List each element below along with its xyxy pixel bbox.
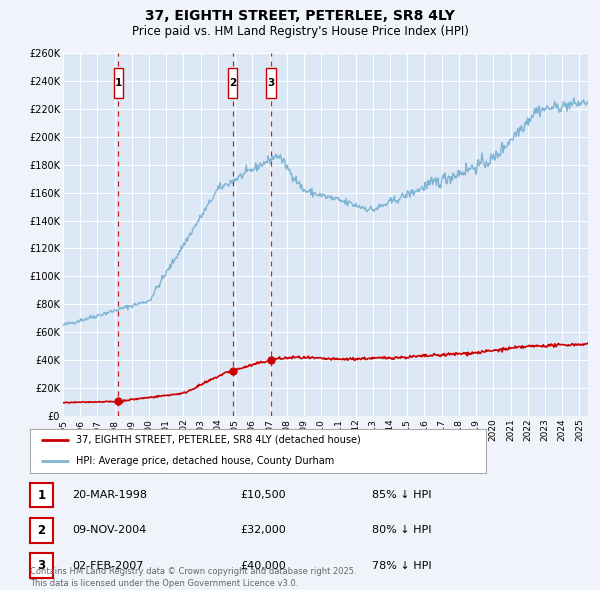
Text: 3: 3 — [37, 559, 46, 572]
Text: 1: 1 — [37, 489, 46, 502]
Text: 3: 3 — [268, 78, 275, 88]
Text: 20-MAR-1998: 20-MAR-1998 — [72, 490, 147, 500]
Text: 2: 2 — [229, 78, 236, 88]
Text: HPI: Average price, detached house, County Durham: HPI: Average price, detached house, Coun… — [76, 456, 334, 466]
Text: £40,000: £40,000 — [240, 561, 286, 571]
Text: Price paid vs. HM Land Registry's House Price Index (HPI): Price paid vs. HM Land Registry's House … — [131, 25, 469, 38]
Text: 78% ↓ HPI: 78% ↓ HPI — [372, 561, 431, 571]
Text: £32,000: £32,000 — [240, 526, 286, 535]
Text: 80% ↓ HPI: 80% ↓ HPI — [372, 526, 431, 535]
Text: 37, EIGHTH STREET, PETERLEE, SR8 4LY (detached house): 37, EIGHTH STREET, PETERLEE, SR8 4LY (de… — [76, 435, 361, 445]
FancyBboxPatch shape — [228, 68, 238, 99]
FancyBboxPatch shape — [266, 68, 276, 99]
Text: 02-FEB-2007: 02-FEB-2007 — [72, 561, 143, 571]
Text: £10,500: £10,500 — [240, 490, 286, 500]
Text: 85% ↓ HPI: 85% ↓ HPI — [372, 490, 431, 500]
Text: 37, EIGHTH STREET, PETERLEE, SR8 4LY: 37, EIGHTH STREET, PETERLEE, SR8 4LY — [145, 9, 455, 23]
FancyBboxPatch shape — [113, 68, 123, 99]
Text: 2: 2 — [37, 524, 46, 537]
Text: 09-NOV-2004: 09-NOV-2004 — [72, 526, 146, 535]
Text: 1: 1 — [115, 78, 122, 88]
Text: Contains HM Land Registry data © Crown copyright and database right 2025.
This d: Contains HM Land Registry data © Crown c… — [30, 567, 356, 588]
